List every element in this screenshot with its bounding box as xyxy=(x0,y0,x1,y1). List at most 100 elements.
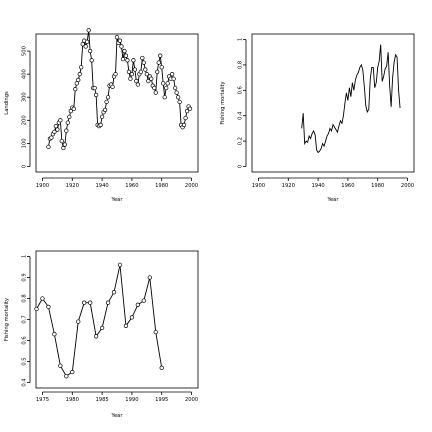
plot-frame xyxy=(35,33,199,173)
data-point xyxy=(169,71,175,77)
y-tick-label: 0.6 xyxy=(238,86,244,94)
x-tick-label: 1990 xyxy=(125,397,138,403)
data-point xyxy=(172,85,178,91)
x-tick-label: 1900 xyxy=(36,183,49,189)
data-point xyxy=(117,38,123,43)
data-point xyxy=(119,44,124,49)
data-point xyxy=(61,145,66,151)
y-tick-label: 0 xyxy=(238,165,244,168)
data-point xyxy=(52,332,57,337)
data-point xyxy=(131,58,136,63)
data-point xyxy=(73,86,78,92)
data-point xyxy=(53,123,59,129)
x-axis-label: Year xyxy=(111,197,124,203)
data-point xyxy=(34,306,39,312)
data-point xyxy=(64,374,69,379)
x-axis-label: Year xyxy=(111,413,124,419)
data-point xyxy=(140,55,145,61)
data-point xyxy=(76,77,81,83)
data-point xyxy=(147,275,152,280)
y-tick-label: 200 xyxy=(22,115,28,125)
data-point xyxy=(83,44,88,49)
y-tick-label: 0.4 xyxy=(238,111,244,120)
data-point xyxy=(110,84,115,89)
y-tick-label: 1 xyxy=(22,255,28,258)
data-point xyxy=(175,95,181,100)
x-tick-label: 1980 xyxy=(155,183,168,189)
panel-fmort-rec: 1975 1980 1985 1990 1995 2000 0.4 0.5 0.6 0.7 0.8 0… xyxy=(4,250,199,419)
data-point xyxy=(59,138,65,144)
data-point xyxy=(98,122,103,128)
data-point xyxy=(89,58,94,63)
data-point xyxy=(177,99,182,104)
data-point xyxy=(114,35,120,40)
data-point xyxy=(68,108,73,114)
x-tick-label: 2000 xyxy=(185,183,198,189)
data-point xyxy=(123,323,129,328)
x-tick-label: 1920 xyxy=(66,183,79,189)
y-tick-label: 300 xyxy=(22,92,28,102)
data-point xyxy=(58,118,63,123)
y-axis-label: Fishing mortality xyxy=(220,81,226,124)
y-tick-label: 1 xyxy=(238,38,244,41)
y-tick-label: 0.2 xyxy=(238,137,244,145)
data-point xyxy=(135,82,141,87)
data-point xyxy=(93,334,99,339)
x-tick-label: 1940 xyxy=(95,183,108,189)
data-point xyxy=(86,28,91,33)
panel-fmort-all: 1900 1920 1940 1960 1980 2000 0 0.2 0.4 0.6 0.8 1 Ye… xyxy=(220,33,415,203)
data-point xyxy=(162,95,167,100)
data-point xyxy=(82,300,87,305)
y-axis-label: Landings xyxy=(4,91,10,115)
data-point xyxy=(74,81,79,86)
data-point xyxy=(156,60,161,65)
x-tick-label: 1975 xyxy=(36,397,49,403)
data-point xyxy=(143,67,148,72)
y-tick-label: 500 xyxy=(22,46,28,56)
x-tick-label: 1940 xyxy=(311,183,324,189)
data-point xyxy=(159,65,164,70)
data-point xyxy=(132,67,138,72)
data-point xyxy=(46,304,51,310)
data-point xyxy=(135,302,141,307)
data-point xyxy=(158,53,163,58)
data-point xyxy=(128,76,133,81)
data-point xyxy=(149,76,154,81)
data-point xyxy=(184,108,190,114)
data-point xyxy=(144,71,149,77)
y-tick-label: 0.7 xyxy=(22,315,28,323)
x-tick-label: 1980 xyxy=(371,183,384,189)
x-tick-label: 2000 xyxy=(185,397,198,403)
y-tick-label: 0.5 xyxy=(22,357,28,365)
data-point xyxy=(99,325,105,331)
data-point xyxy=(79,65,84,70)
data-point xyxy=(62,142,67,147)
y-tick-label: 0 xyxy=(22,165,28,168)
x-tick-label: 1900 xyxy=(252,183,265,189)
data-point xyxy=(40,296,45,301)
y-tick-label: 0.8 xyxy=(22,294,28,302)
data-point xyxy=(113,71,118,77)
data-point xyxy=(55,127,60,132)
x-tick-label: 1920 xyxy=(282,183,295,189)
data-point xyxy=(46,144,51,150)
plot-frame xyxy=(35,250,199,389)
data-point xyxy=(99,114,105,120)
data-point xyxy=(123,53,129,58)
data-point xyxy=(126,69,132,74)
data-point xyxy=(104,99,109,104)
data-point xyxy=(105,95,111,100)
data-point xyxy=(155,69,160,74)
data-point xyxy=(67,114,72,120)
data-point xyxy=(76,319,81,324)
data-point xyxy=(77,71,82,77)
data-point xyxy=(183,115,188,121)
data-point xyxy=(52,129,57,135)
data-point xyxy=(187,106,193,111)
series-line xyxy=(47,30,191,150)
data-point xyxy=(153,329,158,335)
data-point xyxy=(125,58,130,63)
data-point xyxy=(174,90,179,95)
panel-landings: 1900 1920 1940 1960 1980 2000 0 100 200 300 400 500… xyxy=(4,28,199,203)
y-tick-label: 0.9 xyxy=(22,273,28,281)
